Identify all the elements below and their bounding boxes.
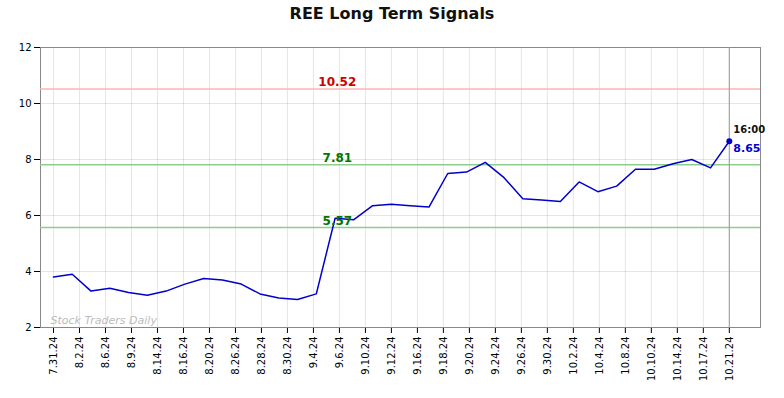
svg-text:10.21.24: 10.21.24: [724, 337, 735, 382]
svg-text:9.20.24: 9.20.24: [464, 337, 475, 375]
svg-text:9.26.24: 9.26.24: [516, 337, 527, 375]
svg-text:8.30.24: 8.30.24: [282, 337, 293, 375]
svg-text:10.8.24: 10.8.24: [620, 337, 631, 375]
svg-text:8.65: 8.65: [733, 142, 760, 155]
svg-text:8: 8: [25, 154, 31, 165]
svg-text:9.16.24: 9.16.24: [412, 337, 423, 375]
svg-text:10.14.24: 10.14.24: [672, 337, 683, 382]
svg-text:5.57: 5.57: [323, 214, 353, 228]
svg-text:7.81: 7.81: [323, 151, 353, 165]
svg-text:9.30.24: 9.30.24: [542, 337, 553, 375]
svg-text:12: 12: [19, 42, 32, 53]
svg-text:9.18.24: 9.18.24: [438, 337, 449, 375]
svg-text:Stock Traders Daily: Stock Traders Daily: [51, 314, 158, 327]
svg-text:9.6.24: 9.6.24: [334, 337, 345, 369]
svg-text:10.4.24: 10.4.24: [594, 337, 605, 375]
svg-text:8.16.24: 8.16.24: [178, 337, 189, 375]
svg-text:16:00: 16:00: [733, 124, 765, 135]
svg-text:9.12.24: 9.12.24: [386, 337, 397, 375]
svg-text:8.2.24: 8.2.24: [74, 337, 85, 369]
svg-text:10.17.24: 10.17.24: [698, 337, 709, 382]
svg-text:8.28.24: 8.28.24: [256, 337, 267, 375]
svg-text:9.10.24: 9.10.24: [360, 337, 371, 375]
svg-text:8.20.24: 8.20.24: [204, 337, 215, 375]
svg-text:7.31.24: 7.31.24: [48, 337, 59, 375]
svg-text:10: 10: [19, 98, 32, 109]
svg-text:8.9.24: 8.9.24: [126, 337, 137, 369]
svg-text:10.2.24: 10.2.24: [568, 337, 579, 375]
svg-text:8.26.24: 8.26.24: [230, 337, 241, 375]
svg-text:10.10.24: 10.10.24: [646, 337, 657, 382]
svg-text:8.14.24: 8.14.24: [152, 337, 163, 375]
svg-text:10.52: 10.52: [318, 75, 356, 89]
svg-text:8.6.24: 8.6.24: [100, 337, 111, 369]
svg-text:9.24.24: 9.24.24: [490, 337, 501, 375]
svg-text:2: 2: [25, 322, 31, 333]
html-text:REE Long Term Signals: REE Long Term Signals: [289, 4, 495, 23]
svg-text:6: 6: [25, 210, 31, 221]
svg-text:9.4.24: 9.4.24: [308, 337, 319, 369]
svg-text:4: 4: [25, 266, 31, 277]
